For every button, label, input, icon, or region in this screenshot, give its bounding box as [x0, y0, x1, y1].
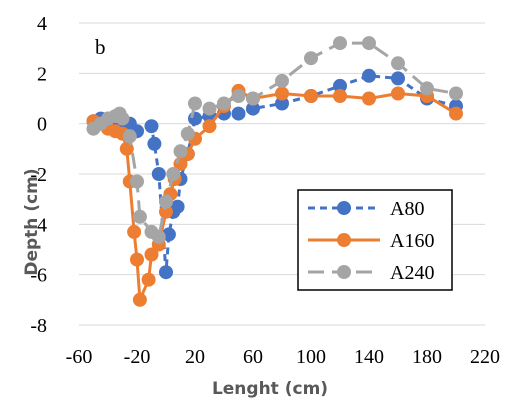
- data-point-a160: [132, 292, 147, 307]
- data-point-a160: [362, 91, 376, 106]
- tick-labels: 420-2-4-6-8-60 -20 20 60 100 140 180 220: [30, 13, 500, 368]
- data-point-a240: [391, 56, 405, 71]
- data-point-a240: [159, 194, 173, 209]
- legend-label-a240: A240: [390, 262, 434, 284]
- data-point-a240: [333, 36, 347, 51]
- data-point-a240: [275, 73, 289, 88]
- data-point-a160: [144, 247, 159, 262]
- data-point-a160: [159, 204, 173, 219]
- data-point-a240: [304, 51, 318, 66]
- data-point-a80: [391, 71, 405, 86]
- data-point-a240: [420, 81, 434, 96]
- data-point-a80: [151, 167, 166, 181]
- y-axis-title: Depth (cm): [22, 168, 42, 275]
- data-point-a240: [151, 229, 166, 244]
- data-point-a160: [275, 86, 289, 101]
- legend: A80 A160 A240: [297, 189, 453, 291]
- legend-marker-a240: [337, 265, 351, 279]
- y-tick-label: -6: [30, 265, 47, 287]
- data-point-a80: [170, 199, 185, 214]
- data-point-a240: [132, 209, 147, 224]
- data-point-a80: [188, 111, 202, 126]
- y-tick-label: -2: [30, 164, 47, 186]
- data-point-a80: [333, 78, 347, 93]
- data-point-a240: [166, 167, 181, 181]
- data-point-a160: [449, 106, 463, 121]
- x-tick-label: -60: [66, 346, 93, 368]
- y-tick-label: -4: [30, 214, 47, 236]
- data-point-a160: [130, 252, 144, 267]
- data-point-a240: [173, 144, 188, 159]
- x-tick-label: -20: [124, 346, 151, 368]
- data-point-a240: [231, 89, 246, 103]
- data-point-a160: [127, 224, 142, 239]
- data-point-a160: [304, 89, 318, 103]
- legend-label-a80: A80: [390, 198, 424, 220]
- data-point-a160: [391, 86, 405, 101]
- y-tick-label: 4: [37, 13, 47, 35]
- legend-marker-a80: [337, 201, 351, 215]
- data-point-a240: [217, 96, 231, 111]
- x-axis-title: Lenght (cm): [212, 379, 328, 399]
- data-point-a240: [246, 91, 260, 106]
- data-point-a80: [275, 96, 289, 111]
- legend-label-a160: A160: [390, 230, 434, 252]
- data-point-a80: [147, 136, 162, 151]
- x-tick-label: 20: [185, 346, 205, 368]
- data-point-a80: [231, 106, 246, 121]
- panel-label: b: [95, 35, 106, 59]
- series-line-a80: [92, 74, 457, 273]
- data-point-a160: [333, 89, 347, 103]
- data-point-a80: [159, 265, 173, 280]
- data-point-a240: [449, 86, 463, 101]
- data-point-a80: [362, 68, 376, 83]
- y-tick-label: 0: [37, 114, 47, 136]
- x-tick-label: 180: [412, 346, 442, 368]
- y-tick-label: -8: [30, 315, 47, 337]
- legend-marker-a160: [337, 233, 351, 247]
- data-point-a80: [246, 101, 260, 116]
- data-point-a240: [362, 36, 376, 51]
- series-layer: [86, 36, 463, 307]
- data-point-a240: [115, 111, 130, 126]
- data-point-a240: [180, 126, 195, 141]
- data-point-a160: [202, 119, 217, 134]
- x-tick-label: 60: [243, 346, 263, 368]
- x-tick-label: 140: [354, 346, 384, 368]
- data-point-a240: [202, 101, 217, 116]
- data-point-a80: [144, 119, 159, 134]
- data-point-a160: [119, 141, 134, 156]
- data-point-a160: [141, 272, 156, 287]
- data-point-a240: [188, 96, 202, 111]
- data-point-a240: [130, 174, 144, 189]
- y-tick-label: 2: [37, 63, 47, 85]
- series-a240: [86, 36, 463, 244]
- x-tick-label: 220: [470, 346, 500, 368]
- data-point-a240: [122, 129, 137, 144]
- x-tick-label: 100: [296, 346, 326, 368]
